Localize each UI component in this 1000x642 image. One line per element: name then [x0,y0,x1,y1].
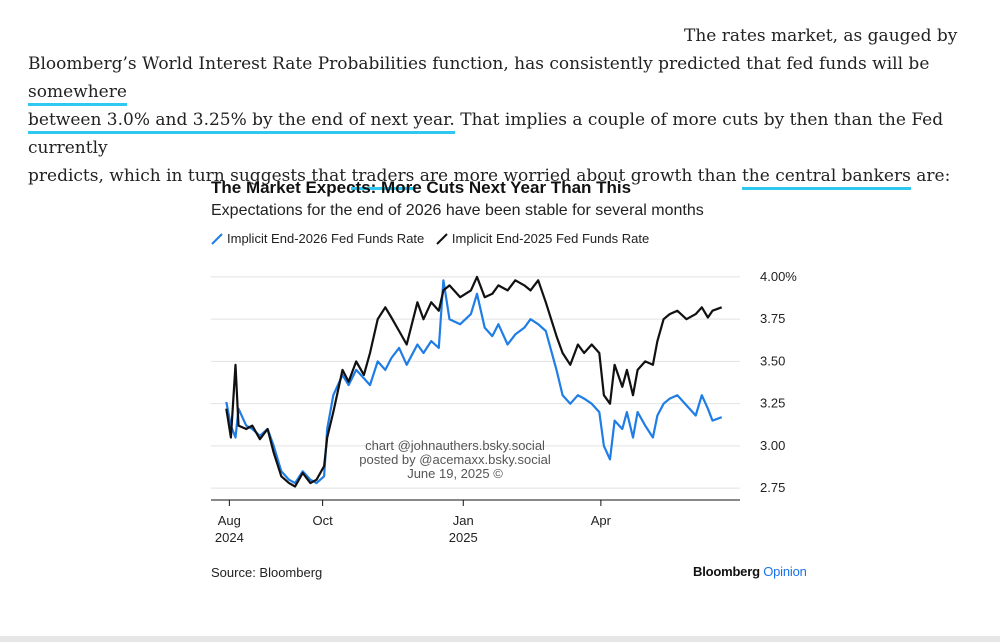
y-tick-label-5: 2.75 [760,480,785,495]
x-tick-label-2: Jan [453,513,474,528]
highlight-rate-range: between 3.0% and 3.25% by the end of nex… [28,110,455,134]
brand-accent: Opinion [763,564,807,579]
article-line-1: The rates market, as gauged by [684,26,958,46]
article-text-segment: That implies a couple of more cuts by th… [28,110,944,158]
watermark-line-2: posted by @acemaxx.bsky.social [359,452,551,467]
x-tick-year-0: 2024 [215,530,244,545]
x-tick-year-2: 2025 [449,530,478,545]
chart-source: Source: Bloomberg [211,565,323,580]
y-tick-label-3: 3.25 [760,396,785,411]
highlight-traders: traders [351,166,415,190]
chart-subtitle: Expectations for the end of 2026 have be… [211,202,704,219]
legend-label-end-2025: Implicit End-2025 Fed Funds Rate [451,231,650,246]
y-tick-label-1: 3.75 [760,311,785,326]
chart-title: The Market Expects: More Cuts Next Year … [211,178,632,197]
brand-name: Bloomberg [693,564,760,579]
x-tick-label-3: Apr [591,513,612,528]
watermark-line-1: chart @johnauthers.bsky.social [365,438,545,453]
chart-plot: 4.00% 3.75 3.50 3.25 3.00 2.75 Aug 2024 Oct Jan 20… [211,269,797,545]
legend-swatch-black-icon [436,232,448,245]
y-tick-label-2: 3.50 [760,353,785,368]
article-paragraph: The rates market, as gauged by Bloomberg… [28,22,988,190]
watermark-line-3: June 19, 2025 © [407,466,503,481]
chart-legend: Implicit End-2026 Fed Funds Rate Implici… [211,231,657,248]
x-tick-label-1: Oct [312,513,333,528]
legend-item-end-2026: Implicit End-2026 Fed Funds Rate [211,231,424,246]
y-tick-label-0: 4.00% [760,269,797,284]
article-text-segment: are: [910,166,951,186]
legend-label-end-2026: Implicit End-2026 Fed Funds Rate [227,231,425,246]
bloomberg-opinion-logo: Bloomberg Opinion [693,564,807,579]
legend-item-end-2025: Implicit End-2025 Fed Funds Rate [436,231,649,246]
article-text-segment: are more worried about growth than [414,166,742,186]
x-tick-label-0: Aug [218,513,241,528]
highlight-somewhere: somewhere [28,82,127,106]
bottom-divider [0,636,1000,642]
chart: The Market Expects: More Cuts Next Year … [200,172,820,592]
series-line-end-2025 [225,275,723,488]
highlight-central-bankers: the central bankers [741,166,911,190]
chart-watermark: chart @johnauthers.bsky.social posted by… [350,439,560,481]
article-text-segment: predicts, which in turn suggests that [28,166,352,186]
legend-swatch-blue-icon [211,232,223,245]
y-tick-label-4: 3.00 [760,438,785,453]
article-text-segment: Bloomberg’s World Interest Rate Probabil… [28,54,930,74]
